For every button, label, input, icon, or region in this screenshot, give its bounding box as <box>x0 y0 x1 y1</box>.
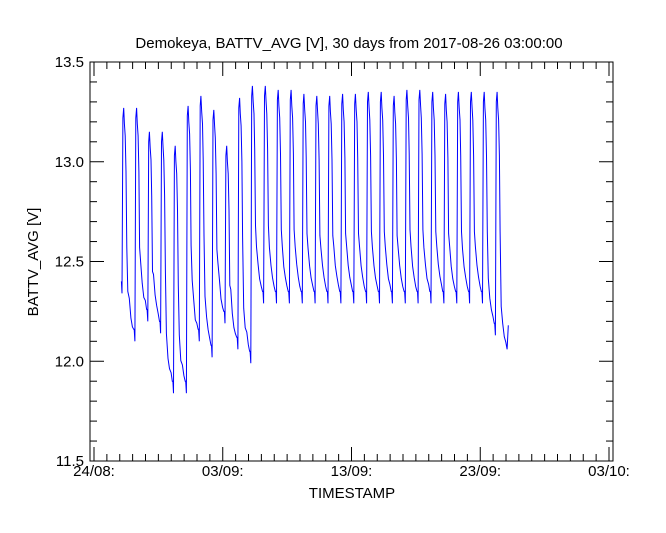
x-tick-label: 03/09: <box>202 463 244 480</box>
x-tick-label: 13/09: <box>331 463 373 480</box>
y-tick-label: 12.0 <box>55 353 84 370</box>
x-axis: 24/08: 03/09: 13/09: 23/09: 03/10: <box>73 62 630 480</box>
y-tick-label: 13.0 <box>55 154 84 171</box>
x-tick-label: 23/09: <box>459 463 501 480</box>
y-axis: 11.5 12.0 12.5 13.0 13.5 <box>55 54 613 470</box>
series-line-battv-avg <box>120 85 509 394</box>
y-tick-label: 12.5 <box>55 254 84 271</box>
plot-frame <box>89 61 614 462</box>
chart-title: Demokeya, BATTV_AVG [V], 30 days from 20… <box>135 35 562 52</box>
x-axis-label: TIMESTAMP <box>309 485 395 502</box>
y-tick-label: 11.5 <box>56 453 84 470</box>
x-tick-label: 24/08: <box>73 463 115 480</box>
x-tick-label: 03/10: <box>588 463 630 480</box>
y-tick-label: 13.5 <box>55 54 84 71</box>
y-axis-label: BATTV_AVG [V] <box>25 208 42 317</box>
